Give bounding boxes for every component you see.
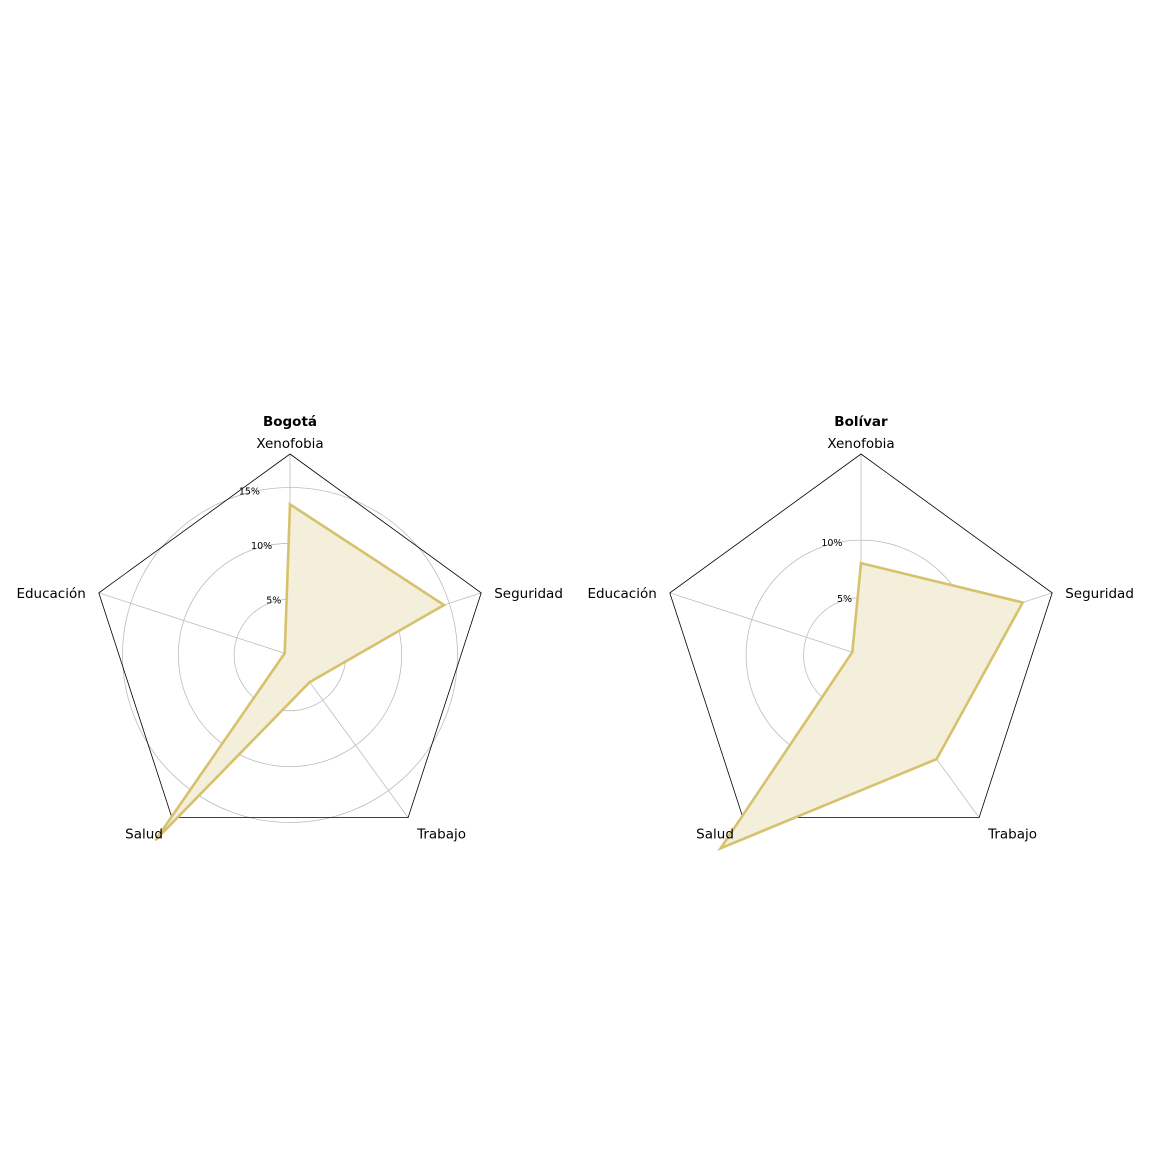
radar-panel-bolivar: 5% 10% Xenofobia Seguridad Trabajo Salud Educa…	[587, 414, 1133, 848]
axis-label-trabajo: Trabajo	[416, 827, 466, 843]
axis-label-seguridad: Seguridad	[1065, 586, 1134, 602]
spoke-educacion	[670, 593, 861, 655]
axis-label-seguridad: Seguridad	[494, 586, 563, 602]
radial-tick-label: 10%	[821, 538, 842, 549]
axis-label-xenofobia: Xenofobia	[256, 436, 323, 452]
axis-label-salud: Salud	[696, 827, 734, 843]
radial-tick-label: 10%	[251, 541, 272, 552]
radar-panel-bogota: 5% 10% 15% Xenofobia Seguridad Trabajo Salud Ed…	[16, 414, 562, 843]
radial-tick-label: 5%	[837, 594, 852, 605]
radial-tick-label: 5%	[266, 596, 281, 607]
axis-label-xenofobia: Xenofobia	[827, 436, 894, 452]
axis-label-educacion: Educación	[16, 586, 85, 602]
chart-title: Bogotá	[263, 414, 317, 430]
series-polygon	[721, 563, 1023, 848]
axis-label-salud: Salud	[125, 827, 163, 843]
axis-label-trabajo: Trabajo	[987, 827, 1037, 843]
radial-tick-label: 15%	[239, 487, 260, 498]
spoke-educacion	[99, 593, 290, 655]
axis-label-educacion: Educación	[587, 586, 656, 602]
chart-title: Bolívar	[834, 414, 888, 430]
